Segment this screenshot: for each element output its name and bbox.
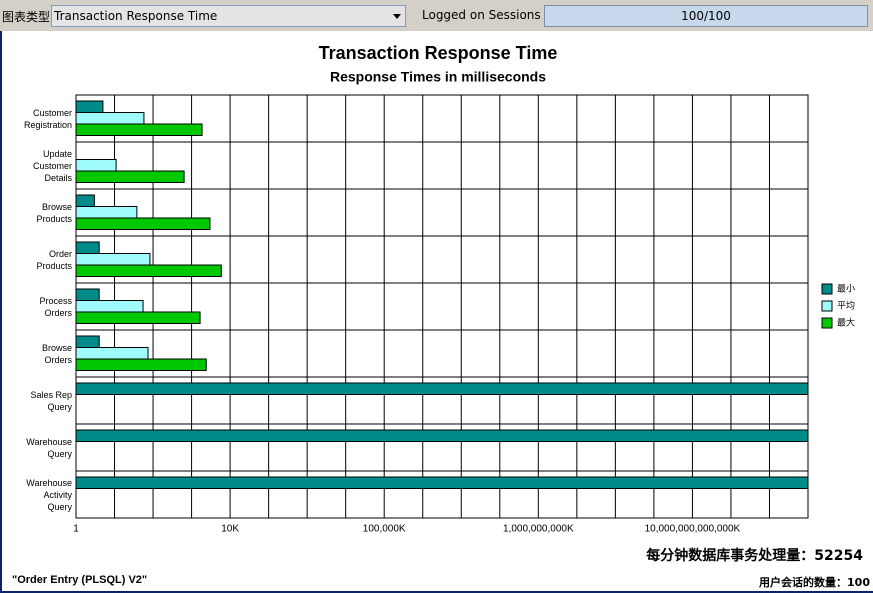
legend-label: 最大	[837, 316, 855, 327]
sessions-value: 100/100	[681, 9, 731, 23]
bar	[75, 347, 149, 360]
legend-swatch	[821, 300, 833, 312]
project-name: "Order Entry (PLSQL) V2"	[12, 574, 148, 586]
legend-swatch	[821, 283, 833, 295]
legend-label: 最小	[837, 283, 855, 293]
tpm-label: 每分钟数据库事务处理量：	[646, 548, 815, 564]
y-tick-label: Process Orders	[39, 295, 72, 318]
y-tick-label: Customer Registration	[23, 107, 72, 130]
bar	[75, 311, 201, 324]
bar	[75, 100, 104, 113]
x-tick-label: 10K	[221, 524, 239, 535]
sessions-box: 100/100	[544, 5, 868, 27]
bar	[75, 264, 222, 277]
legend-label: 平均	[837, 299, 855, 310]
bar	[75, 335, 100, 348]
dropdown-arrow	[393, 14, 401, 19]
x-tick-label: 10,000,000,000,000K	[645, 524, 741, 535]
legend-swatch	[821, 317, 833, 329]
y-tick-label: Warehouse Query	[26, 436, 72, 459]
y-tick-label: Warehouse Activity Query	[26, 477, 72, 512]
sessions-label: Logged on Sessions	[422, 8, 541, 22]
bar	[75, 241, 100, 254]
y-tick-label: Browse Products	[36, 201, 72, 224]
bar	[75, 288, 100, 301]
bar	[75, 206, 138, 219]
bar	[75, 300, 144, 313]
chart-type-value: Transaction Response Time	[54, 9, 218, 23]
chart-type-dropdown[interactable]: Transaction Response Time	[51, 5, 406, 27]
chart: Transaction Response Time Response Times…	[73, 43, 855, 535]
toolbar: 图表类型 Transaction Response Time Logged on…	[0, 0, 873, 31]
y-tick-label: Update Customer Details	[32, 148, 72, 183]
bar	[75, 194, 95, 207]
bar	[75, 112, 145, 125]
user-sessions: 用户会话的数量：100	[759, 574, 870, 590]
y-tick-label: Order Products	[36, 248, 72, 271]
bar	[75, 217, 211, 230]
bar	[75, 429, 809, 442]
tpm-value: 52254	[814, 548, 863, 564]
bar	[75, 159, 117, 172]
bar	[75, 382, 809, 395]
bar	[75, 170, 185, 183]
chart-type-label: 图表类型	[2, 10, 51, 24]
tpm-text: 每分钟数据库事务处理量：52254	[646, 545, 863, 565]
chart-title: Transaction Response Time	[319, 43, 558, 63]
bar	[75, 476, 809, 489]
y-tick-label: Browse Orders	[41, 342, 72, 365]
x-tick-label: 100,000K	[363, 524, 406, 535]
user-sessions-value: 100	[847, 576, 870, 589]
x-tick-label: 1	[73, 524, 79, 535]
bar	[75, 358, 207, 371]
bar	[75, 253, 151, 266]
y-tick-label: Sales Rep Query	[30, 389, 72, 412]
chart-area: Transaction Response Time Response Times…	[0, 31, 873, 593]
chart-subtitle: Response Times in milliseconds	[330, 69, 546, 85]
x-tick-label: 1,000,000,000K	[503, 524, 574, 535]
plot-frame	[75, 94, 809, 519]
bar	[75, 123, 203, 136]
user-sessions-label: 用户会话的数量：	[759, 576, 848, 589]
